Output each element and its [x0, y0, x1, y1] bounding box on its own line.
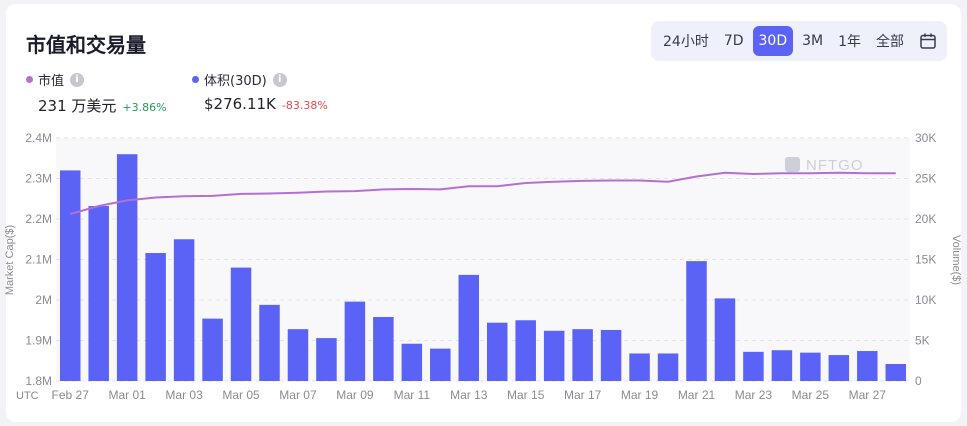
volume-bars	[59, 154, 907, 381]
left-axis-label: Market Cap($)	[4, 225, 16, 295]
x-axis-tick-label: Mar 21	[678, 388, 716, 402]
x-axis-tick-label: Mar 13	[450, 388, 488, 402]
right-axis-tick-label: 5K	[915, 334, 930, 348]
volume-bar	[771, 350, 793, 381]
x-axis-tick-label: Mar 23	[735, 388, 773, 402]
right-axis-tick-label: 25K	[915, 172, 936, 186]
right-axis-ticks: 0 5K 10K 15K 20K 25K 30K	[915, 131, 936, 388]
left-axis-tick-label: 2M	[35, 293, 52, 307]
volume-bar	[88, 206, 109, 381]
calendar-icon[interactable]	[917, 30, 939, 52]
volume-bar	[287, 329, 309, 381]
left-axis-tick-label: 1.8M	[25, 374, 52, 388]
x-axis-tick-label: Mar 25	[792, 388, 830, 402]
right-axis-tick-label: 10K	[915, 293, 936, 307]
range-30d-button[interactable]: 30D	[752, 26, 794, 56]
left-axis-tick-label: 2.3M	[25, 172, 52, 186]
volume-bar	[59, 170, 81, 381]
range-1y-button[interactable]: 1年	[838, 34, 862, 50]
left-axis-ticks: 1.8M 1.9M 2M 2.1M 2.2M 2.3M 2.4M	[25, 131, 52, 388]
range-3m-button[interactable]: 3M	[802, 33, 824, 49]
volume-bar	[259, 304, 280, 381]
right-axis-tick-label: 20K	[915, 212, 936, 226]
volume-bar	[686, 261, 707, 381]
volume-bar	[173, 239, 195, 381]
volume-bar	[458, 274, 480, 381]
x-axis-tick-label: Mar 27	[849, 388, 887, 402]
x-axis-tick-label: Mar 15	[507, 388, 545, 402]
x-axis-tick-label: Mar 17	[564, 388, 602, 402]
volume-bar	[857, 351, 878, 381]
x-axis-tick-label: Mar 09	[336, 388, 374, 402]
volume-label: 体积(30D)	[204, 74, 267, 89]
left-axis-tick-label: 2.1M	[25, 253, 52, 267]
market-cap-legend-dot	[26, 76, 33, 83]
left-axis-tick-label: 2.4M	[25, 131, 52, 145]
volume-bar	[828, 355, 850, 381]
right-axis-tick-label: 0	[915, 374, 922, 388]
left-axis-tick-label: 1.9M	[25, 334, 52, 348]
volume-bar	[401, 343, 423, 381]
range-7d-button[interactable]: 7D	[723, 33, 744, 49]
volume-legend-dot	[192, 76, 199, 83]
x-axis-origin-label: UTC	[16, 390, 39, 402]
x-axis-tick-label: Mar 01	[108, 388, 146, 402]
x-axis-tick-label: Mar 07	[279, 388, 317, 402]
market-cap-line	[69, 171, 896, 216]
info-icon[interactable]: i	[272, 72, 287, 87]
nftgo-watermark: NFTGO	[785, 157, 864, 174]
volume-bar	[543, 330, 565, 381]
volume-bar	[145, 253, 166, 381]
volume-value: $276.11K	[204, 95, 276, 113]
volume-bar	[344, 301, 366, 381]
volume-bar	[885, 363, 907, 381]
info-icon[interactable]: i	[70, 72, 85, 87]
volume-bar	[572, 329, 593, 381]
nftgo-logo-icon	[785, 157, 800, 172]
time-range-selector: 24小时 7D 30D 3M 1年 全部	[651, 21, 947, 61]
x-axis-tick-label: Feb 27	[52, 388, 90, 402]
market-cap-change: +3.86%	[122, 101, 167, 114]
x-axis-tick-label: Mar 03	[165, 388, 203, 402]
volume-bar	[629, 353, 650, 381]
volume-bar	[116, 154, 138, 381]
range-all-button[interactable]: 全部	[876, 34, 905, 50]
volume-bar	[743, 351, 764, 381]
grid-lines	[56, 137, 910, 382]
left-axis-tick-label: 2.2M	[25, 212, 52, 226]
volume-bar	[373, 317, 394, 381]
volume-bar	[800, 352, 821, 381]
x-axis-tick-label: Mar 05	[222, 388, 260, 402]
volume-bar	[515, 320, 536, 381]
volume-bar	[600, 329, 622, 381]
x-axis-tick-label: Mar 11	[394, 388, 431, 402]
x-axis-ticks: Feb 27 Mar 01 Mar 03 Mar 05 Mar 07 Mar 09 Mar …	[52, 388, 887, 402]
right-axis-tick-label: 30K	[915, 131, 936, 145]
volume-bar	[486, 322, 508, 381]
volume-change: -83.38%	[281, 99, 328, 112]
market-cap-label: 市值	[38, 74, 65, 89]
volume-bar	[714, 298, 736, 381]
volume-bar	[230, 267, 252, 381]
nftgo-watermark-text: NFTGO	[806, 157, 864, 174]
right-axis-tick-label: 15K	[915, 253, 936, 267]
market-cap-stat: 市值 i 231 万美元 +3.86%	[26, 70, 167, 116]
page-title: 市值和交易量	[26, 33, 146, 57]
volume-bar	[202, 318, 223, 381]
x-axis-tick-label: Mar 19	[621, 388, 659, 402]
volume-bar	[430, 348, 451, 381]
volume-bar	[657, 353, 679, 381]
range-24h-button[interactable]: 24小时	[663, 34, 709, 50]
volume-bar	[316, 338, 337, 381]
volume-stat: 体积(30D) i $276.11K -83.38%	[192, 70, 328, 113]
right-axis-label: Volume($)	[950, 235, 962, 285]
market-cap-value: 231 万美元	[38, 97, 117, 115]
